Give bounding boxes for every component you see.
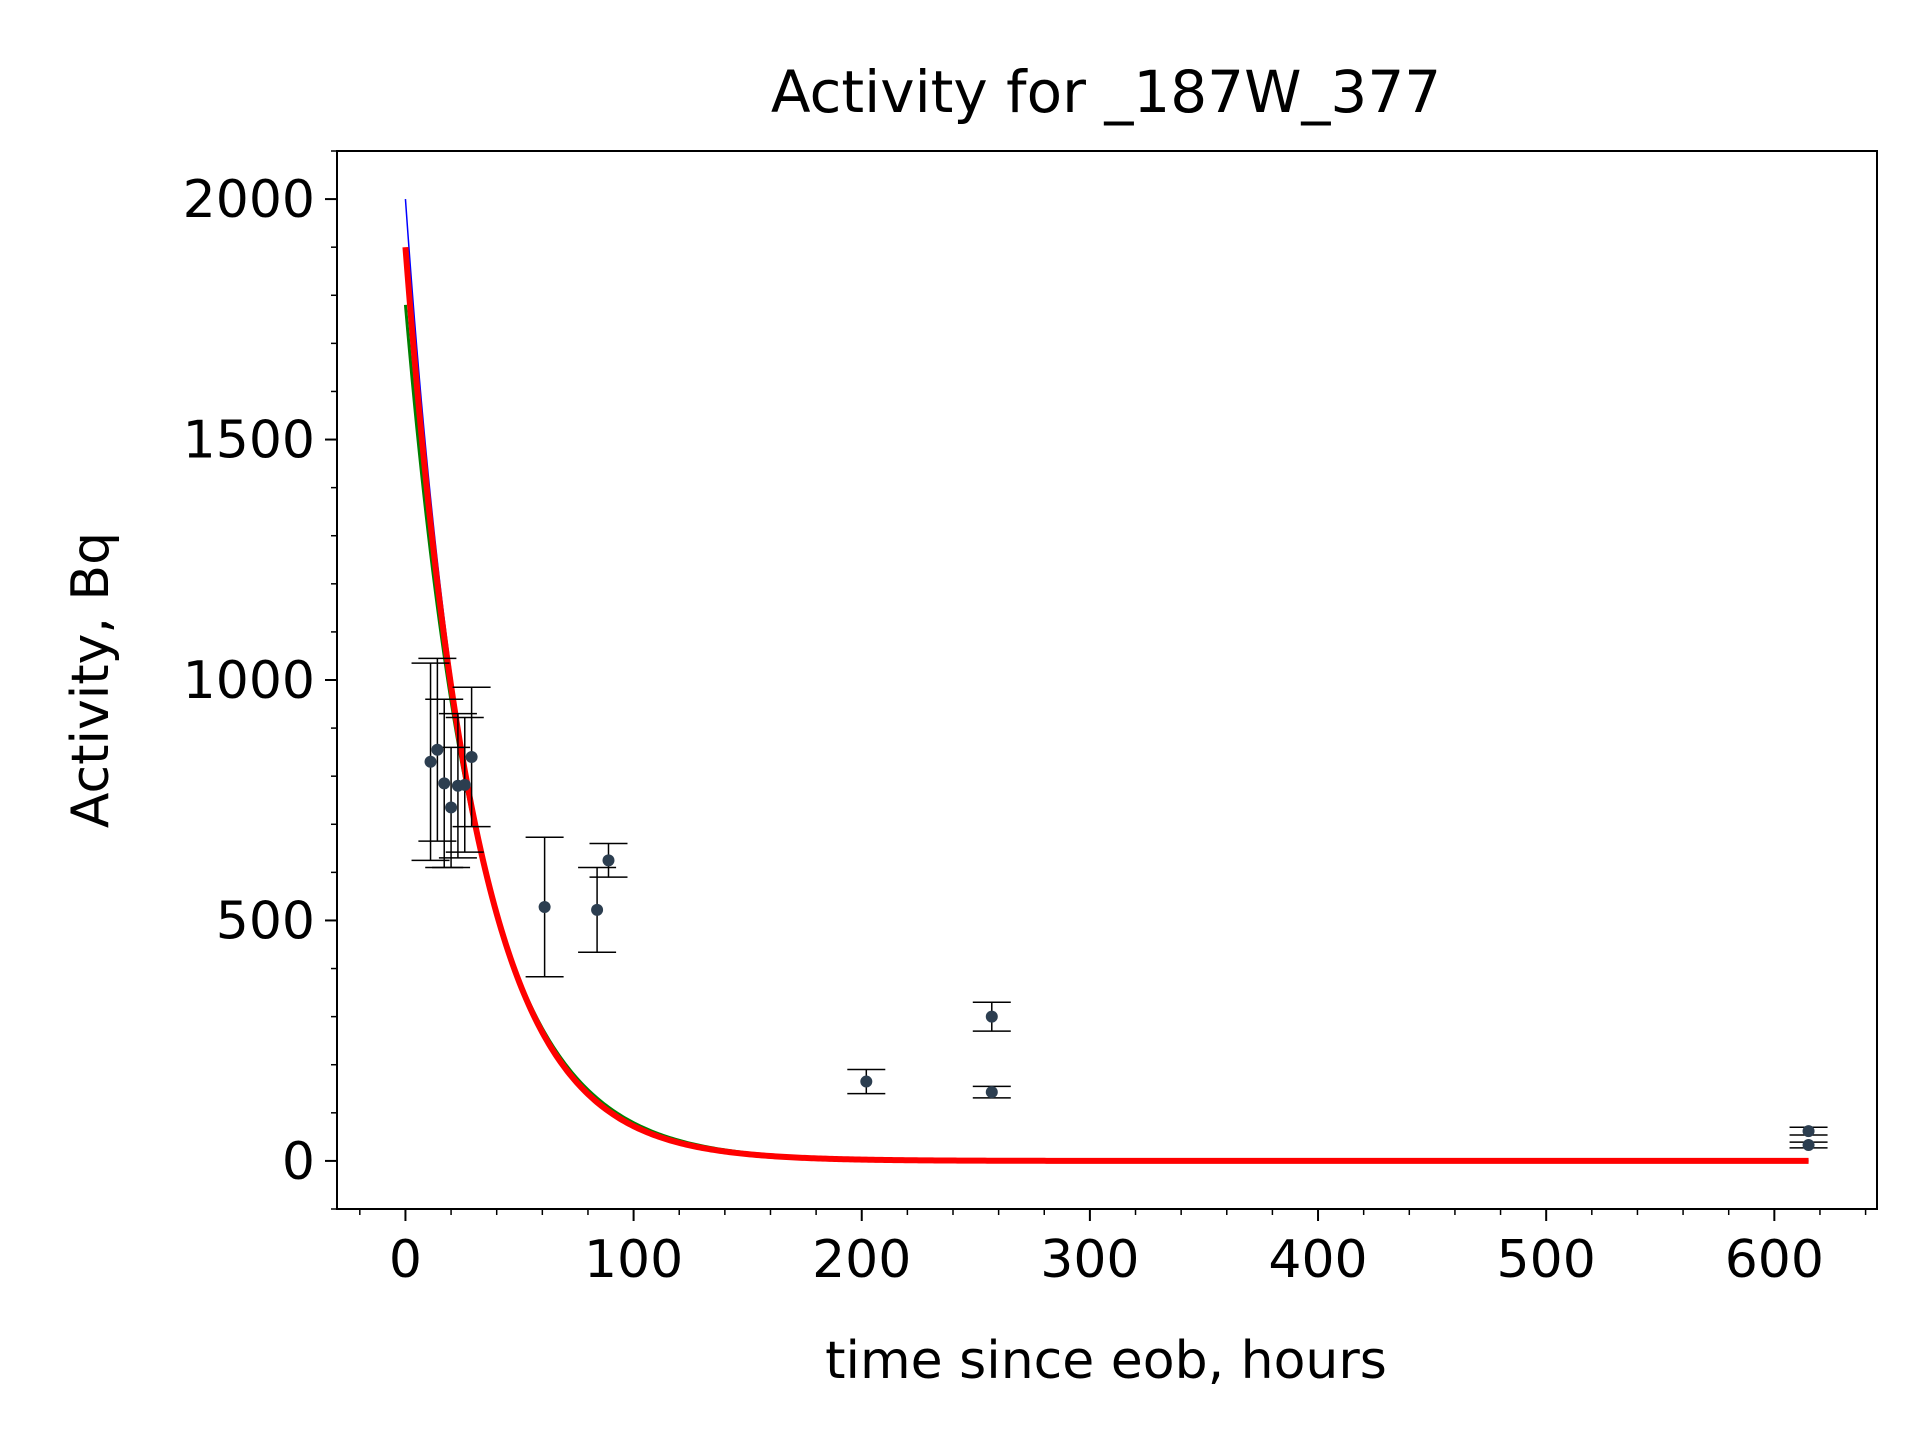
- x-tick-label: 100: [584, 1230, 683, 1290]
- data-point: [431, 743, 444, 756]
- data-point: [602, 854, 615, 867]
- plot-area: 0 100 200 300 400 500 600 0 500 1000 1500 2000: [183, 150, 1878, 1290]
- data-point: [985, 1010, 998, 1023]
- data-point: [538, 900, 551, 913]
- data-point: [445, 801, 458, 814]
- y-tick-label: 500: [216, 891, 315, 951]
- chart-title: Activity for _187W_377: [771, 58, 1441, 126]
- y-axis-label: Activity, Bq: [61, 532, 121, 828]
- x-tick-label: 300: [1040, 1230, 1139, 1290]
- data-point: [438, 777, 451, 790]
- data-point: [1802, 1139, 1815, 1152]
- data-point: [424, 755, 437, 768]
- y-tick-label: 1000: [183, 651, 315, 711]
- data-point: [465, 750, 478, 763]
- data-point: [591, 903, 604, 916]
- x-tick-label: 500: [1497, 1230, 1596, 1290]
- x-tick-label: 200: [812, 1230, 911, 1290]
- data-point: [458, 778, 471, 791]
- data-point: [1802, 1125, 1815, 1138]
- x-axis-label: time since eob, hours: [825, 1331, 1387, 1391]
- x-tick-label: 400: [1268, 1230, 1367, 1290]
- data-point: [860, 1075, 873, 1088]
- y-tick-label: 2000: [183, 170, 315, 230]
- x-tick-label: 600: [1725, 1230, 1824, 1290]
- x-tick-label: 0: [389, 1230, 422, 1290]
- fit-curve-line: [402, 246, 1809, 1164]
- y-tick-label: 0: [282, 1132, 315, 1192]
- data-point: [985, 1086, 998, 1099]
- y-tick-label: 1500: [183, 411, 315, 471]
